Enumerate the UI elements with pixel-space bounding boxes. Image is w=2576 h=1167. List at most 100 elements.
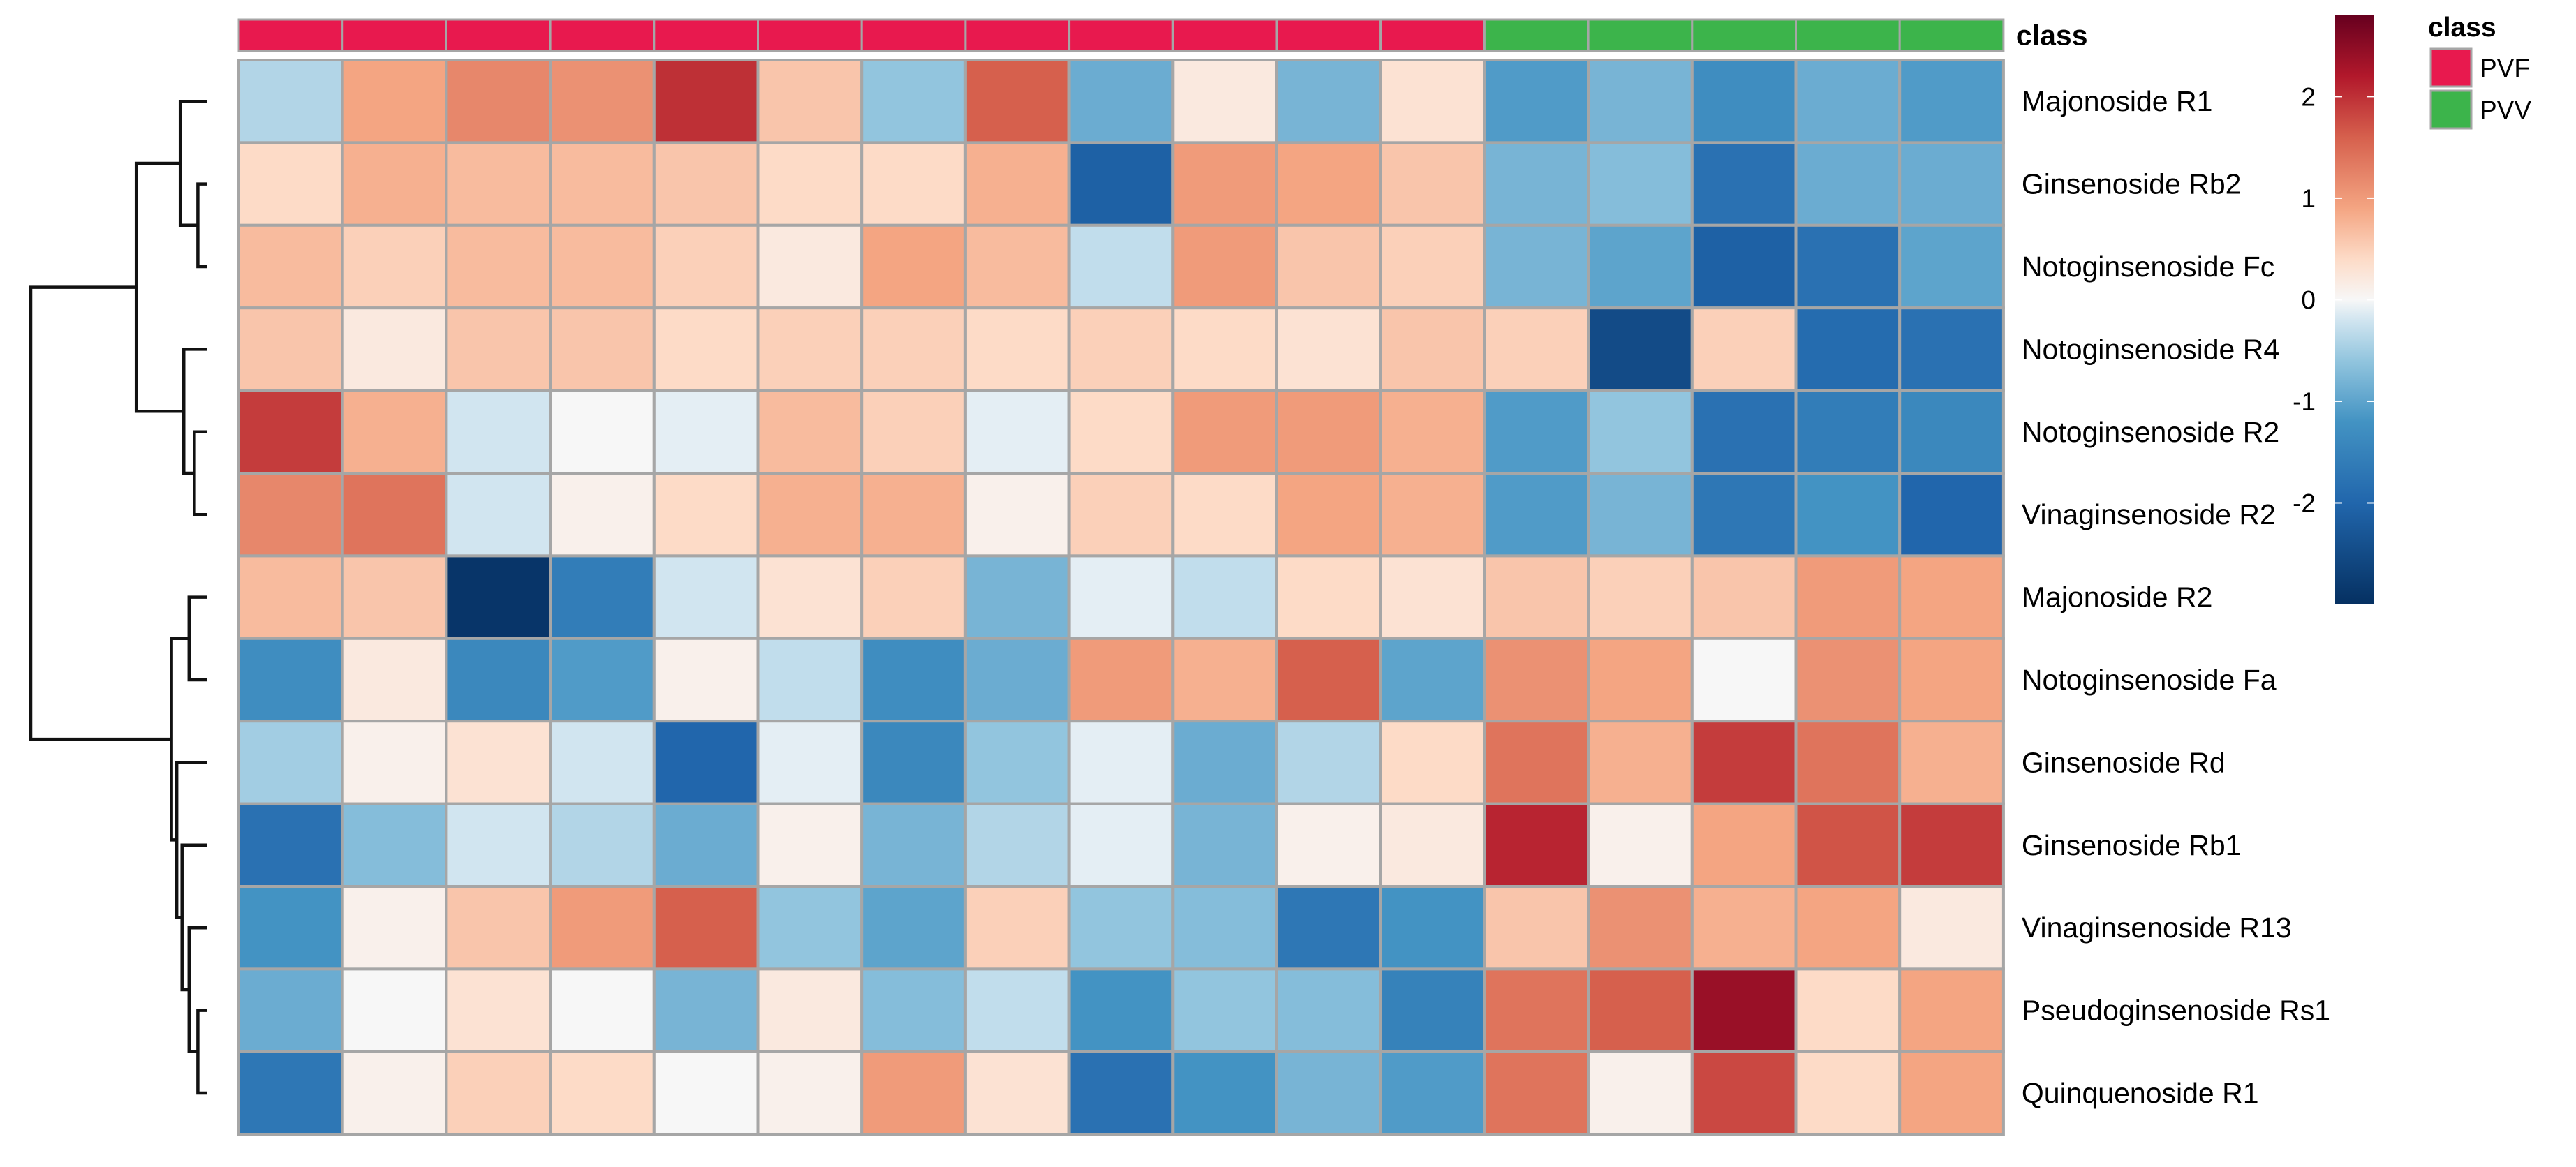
heatmap-cell-r10-c7 (963, 885, 1071, 971)
heatmap-cell-r3-c9 (1171, 306, 1279, 392)
heatmap-cell-r9-c3 (549, 802, 656, 888)
heatmap-cell-r8-c11 (1379, 720, 1486, 805)
row-label-3: Notoginsenoside R4 (2022, 333, 2279, 365)
heatmap-cells (237, 59, 2005, 1136)
heatmap-cell-r7-c6 (860, 637, 967, 723)
annotation-cell-4-pvf (653, 18, 759, 52)
class-legend-title: class (2428, 13, 2496, 43)
heatmap-cell-r2-c8 (1067, 223, 1175, 310)
heatmap-cell-r3-c15 (1794, 306, 1902, 392)
heatmap-cell-r1-c11 (1379, 141, 1486, 227)
annotation-cell-2-pvf (445, 18, 552, 52)
heatmap-cell-r0-c13 (1587, 59, 1694, 144)
dendrogram-branch-2 (193, 430, 207, 516)
heatmap-cell-r5-c3 (549, 472, 656, 558)
heatmap-cell-r8-c13 (1587, 720, 1694, 805)
color-scale-tick-label-2: 0 (2301, 285, 2316, 314)
heatmap-cell-r0-c11 (1379, 59, 1486, 144)
heatmap-cell-r4-c7 (963, 389, 1071, 475)
heatmap-cell-r8-c8 (1067, 720, 1175, 805)
color-scale-tick-label-0: 2 (2301, 82, 2316, 111)
heatmap-cell-r5-c8 (1067, 472, 1175, 558)
heatmap-cell-r6-c5 (756, 554, 864, 640)
heatmap-cell-r6-c12 (1483, 554, 1590, 640)
heatmap-cell-r6-c8 (1067, 554, 1175, 640)
heatmap-cell-r10-c6 (860, 885, 967, 971)
heatmap-cell-r11-c0 (237, 967, 344, 1053)
annotation-cell-14-pvv (1691, 18, 1798, 52)
heatmap-cell-r7-c10 (1275, 637, 1382, 723)
dendrogram-branch-5 (196, 1009, 207, 1095)
heatmap-cell-r5-c9 (1171, 472, 1279, 558)
heatmap-cell-r6-c7 (963, 554, 1071, 640)
annotation-cell-13-pvv (1587, 18, 1694, 52)
heatmap-cell-r1-c15 (1794, 141, 1902, 227)
heatmap-cell-r2-c10 (1275, 223, 1382, 310)
heatmap-cell-r5-c7 (963, 472, 1071, 558)
annotation-cell-7-pvf (964, 18, 1071, 52)
heatmap-cell-r6-c4 (652, 554, 760, 640)
heatmap-cell-r12-c2 (445, 1050, 552, 1136)
heatmap-cell-r6-c11 (1379, 554, 1486, 640)
heatmap-cell-r1-c1 (341, 141, 448, 227)
heatmap-cell-r10-c5 (756, 885, 864, 971)
heatmap-cell-r0-c15 (1794, 59, 1902, 144)
heatmap-cell-r3-c7 (963, 306, 1071, 392)
heatmap-cell-r7-c16 (1898, 637, 2005, 723)
heatmap-cell-r3-c1 (341, 306, 448, 392)
heatmap-cell-r4-c2 (445, 389, 552, 475)
heatmap-cell-r10-c10 (1275, 885, 1382, 971)
heatmap-cell-r7-c0 (237, 637, 344, 723)
row-label-4: Notoginsenoside R2 (2022, 416, 2279, 448)
heatmap-cell-r11-c5 (756, 967, 864, 1053)
class-legend-label-pvv: PVV (2480, 96, 2531, 124)
heatmap-cell-r1-c13 (1587, 141, 1694, 227)
heatmap-cell-r4-c12 (1483, 389, 1590, 475)
heatmap-cell-r12-c16 (1898, 1050, 2005, 1136)
heatmap-cell-r8-c2 (445, 720, 552, 805)
heatmap-cell-r11-c12 (1483, 967, 1590, 1053)
heatmap-cell-r3-c3 (549, 306, 656, 392)
heatmap-cell-r2-c0 (237, 223, 344, 310)
row-label-1: Ginsenoside Rb2 (2022, 168, 2242, 200)
heatmap-cell-r10-c2 (445, 885, 552, 971)
heatmap-cell-r2-c6 (860, 223, 967, 310)
heatmap-cell-r0-c6 (860, 59, 967, 144)
class-legend: class PVF PVV (2428, 13, 2531, 130)
annotation-cell-8-pvf (1068, 18, 1174, 52)
heatmap-cell-r4-c3 (549, 389, 656, 475)
heatmap-cell-r11-c16 (1898, 967, 2005, 1053)
heatmap-cell-r12-c6 (860, 1050, 967, 1136)
heatmap-cell-r3-c8 (1067, 306, 1175, 392)
class-legend-swatch-pvv (2429, 89, 2473, 130)
heatmap-cell-r11-c6 (860, 967, 967, 1053)
heatmap-cell-r2-c11 (1379, 223, 1486, 310)
heatmap-cell-r2-c16 (1898, 223, 2005, 310)
heatmap-cell-r11-c14 (1690, 967, 1798, 1053)
heatmap-cell-r10-c8 (1067, 885, 1175, 971)
heatmap-cell-r6-c3 (549, 554, 656, 640)
heatmap-cell-r3-c2 (445, 306, 552, 392)
heatmap-cell-r8-c15 (1794, 720, 1902, 805)
heatmap-cell-r2-c1 (341, 223, 448, 310)
heatmap-cell-r7-c13 (1587, 637, 1694, 723)
heatmap-cell-r7-c5 (756, 637, 864, 723)
heatmap-cell-r9-c16 (1898, 802, 2005, 888)
heatmap-cell-r0-c0 (237, 59, 344, 144)
heatmap-cell-r2-c4 (652, 223, 760, 310)
heatmap-cell-r10-c4 (652, 885, 760, 971)
heatmap-cell-r8-c0 (237, 720, 344, 805)
heatmap-cell-r4-c9 (1171, 389, 1279, 475)
annotation-cell-16-pvv (1898, 18, 2005, 52)
heatmap-cell-r0-c9 (1171, 59, 1279, 144)
heatmap-cell-r0-c1 (341, 59, 448, 144)
row-dendrogram (29, 99, 207, 1095)
heatmap-cell-r11-c3 (549, 967, 656, 1053)
heatmap-cell-r11-c9 (1171, 967, 1279, 1053)
heatmap-cell-r0-c2 (445, 59, 552, 144)
heatmap-cell-r9-c7 (963, 802, 1071, 888)
heatmap-cell-r5-c16 (1898, 472, 2005, 558)
class-legend-label-pvf: PVF (2480, 54, 2530, 82)
class-legend-swatch-pvf (2429, 47, 2473, 88)
heatmap-cell-r10-c9 (1171, 885, 1279, 971)
